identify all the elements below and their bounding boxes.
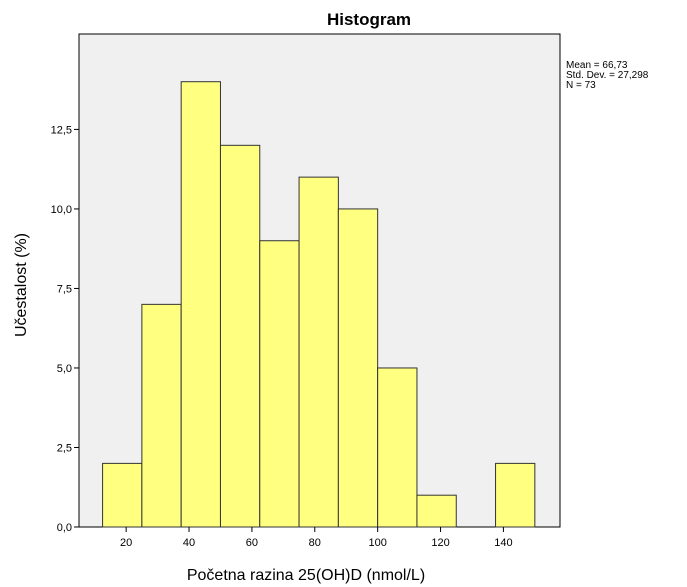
histogram-bar [298,176,339,528]
chart-title: Histogram [327,10,411,29]
y-tick-label: 7,5 [57,283,72,295]
histogram-bar [416,494,457,528]
histogram-bar [141,303,182,528]
x-tick-label: 80 [309,537,321,549]
stats-line: Std. Dev. = 27,298 [566,70,649,81]
histogram-bar [495,462,536,528]
x-tick-label: 60 [246,537,258,549]
stats-line: N = 73 [566,80,596,91]
histogram-bar [102,462,143,528]
histogram-bar [219,144,261,528]
x-axis: 20 40 60 80 100 120 140 [120,527,513,549]
x-tick-label: 120 [431,537,449,549]
y-tick-label: 2,5 [57,442,72,454]
y-tick-label: 10,0 [51,204,72,216]
histogram-bar [259,240,300,528]
x-tick-label: 40 [183,537,195,549]
y-axis-label: Učestalost (%) [13,233,30,337]
x-tick-label: 100 [368,537,386,549]
x-axis-label: Početna razina 25(OH)D (nmol/L) [187,567,425,584]
y-tick-label: 12,5 [51,124,72,136]
x-tick-label: 20 [120,537,132,549]
histogram-bar [337,208,379,528]
stats-line: Mean = 66,73 [566,60,628,71]
y-axis: 0,0 2,5 5,0 7,5 10,0 12,5 [51,124,79,534]
x-tick-label: 140 [494,537,512,549]
y-tick-label: 5,0 [57,363,72,375]
histogram-bar [377,367,418,528]
histogram-bar [180,81,221,528]
y-tick-label: 0,0 [57,522,72,534]
